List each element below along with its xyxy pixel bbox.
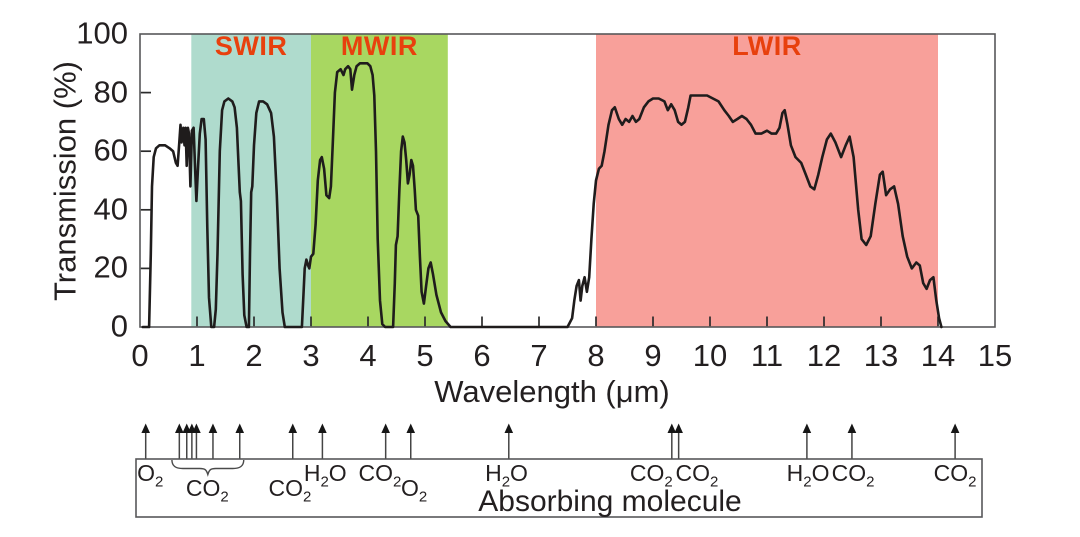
molecule-label-h2o: H2O [485, 460, 528, 491]
brace-icon [171, 459, 245, 477]
up-arrow-icon [288, 423, 298, 433]
molecule-label-co2: CO2 [358, 460, 402, 491]
x-tick-label: 14 [920, 338, 956, 373]
x-tick-label: 13 [863, 338, 899, 373]
molecule-label-co2: CO2 [933, 460, 977, 491]
x-tick-label: 6 [473, 338, 491, 373]
x-tick-label: 15 [977, 338, 1013, 373]
y-tick-label: 40 [93, 191, 128, 227]
up-arrow-icon [406, 423, 416, 433]
x-tick-label: 11 [750, 338, 784, 373]
x-tick-label: 2 [245, 338, 263, 373]
up-arrow-icon [192, 423, 201, 433]
x-tick-label: 3 [302, 338, 320, 373]
x-tick-label: 1 [188, 338, 206, 373]
y-axis-title: Transmission (%) [47, 61, 83, 301]
molecule-label-h2o: H2O [303, 460, 347, 491]
molecule-label-co2: CO2 [675, 460, 719, 491]
molecule-label-o2: O2 [401, 475, 428, 506]
band-lwir [596, 34, 938, 327]
up-arrow-icon [950, 423, 960, 433]
molecule-label-co2: CO2 [185, 475, 229, 506]
up-arrow-icon [318, 423, 327, 433]
up-arrow-icon [847, 423, 857, 433]
band-label-lwir: LWIR [732, 31, 802, 61]
band-label-mwir: MWIR [340, 31, 418, 61]
x-tick-label: 12 [806, 338, 842, 373]
x-tick-label: 7 [530, 338, 548, 373]
up-arrow-icon [141, 423, 150, 433]
y-tick-label: 60 [93, 132, 128, 168]
molecule-label-co2: CO2 [831, 460, 875, 491]
transmission-curve [141, 62, 943, 329]
x-tick-label: 0 [131, 338, 149, 373]
x-tick-label: 10 [692, 338, 728, 373]
x-tick-label: 5 [416, 338, 434, 373]
molecule-label-co2: CO2 [268, 475, 312, 506]
x-tick-label: 9 [644, 338, 662, 373]
absorbing-molecule-box [135, 458, 983, 518]
up-arrow-icon [674, 423, 683, 433]
up-arrow-icon [175, 423, 184, 433]
up-arrow-icon [208, 423, 218, 433]
y-tick-label: 100 [76, 15, 128, 51]
molecule-label-co2: CO2 [629, 460, 673, 491]
x-tick-label: 8 [587, 338, 605, 373]
up-arrow-icon [802, 423, 812, 433]
up-arrow-icon [667, 423, 677, 433]
molecule-label-h2o: H2O [786, 460, 830, 491]
up-arrow-icon [381, 423, 390, 433]
band-label-swir: SWIR [214, 31, 288, 61]
up-arrow-icon [235, 423, 245, 433]
y-tick-label: 20 [93, 250, 128, 286]
up-arrow-icon [504, 423, 514, 433]
absorbing-molecule-title: Absorbing molecule [478, 485, 742, 518]
y-tick-label: 0 [110, 308, 128, 344]
x-tick-label: 4 [359, 338, 377, 373]
band-swir [191, 34, 311, 327]
x-axis-title: Wavelength (μm) [434, 374, 670, 409]
molecule-label-o2: O2 [137, 460, 164, 491]
y-tick-label: 80 [93, 74, 128, 110]
